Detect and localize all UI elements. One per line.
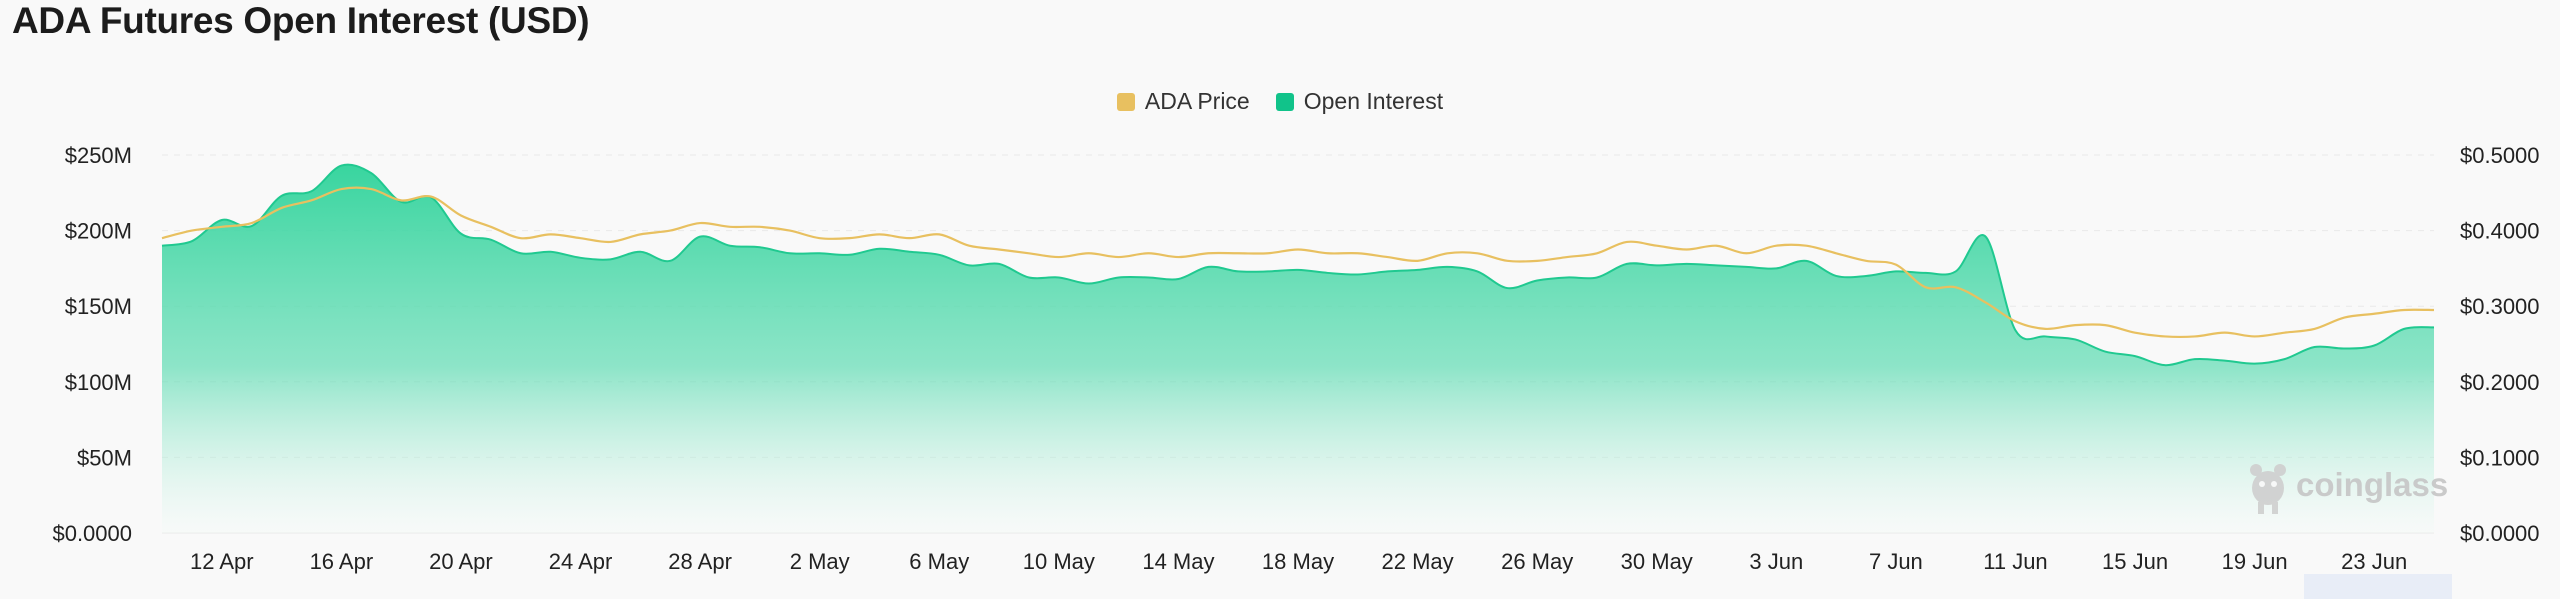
x-tick-label: 20 Apr — [429, 549, 493, 574]
x-tick-label: 18 May — [1262, 549, 1334, 574]
x-tick-label: 19 Jun — [2222, 549, 2288, 574]
y-right-tick-label: $0.1000 — [2460, 445, 2540, 470]
legend-item-open-interest[interactable]: Open Interest — [1275, 88, 1444, 115]
x-tick-label: 7 Jun — [1869, 549, 1923, 574]
chart-legend: ADA Price Open Interest — [0, 88, 2560, 115]
x-tick-label: 28 Apr — [668, 549, 732, 574]
watermark: coinglass — [2250, 464, 2448, 514]
x-tick-label: 6 May — [909, 549, 969, 574]
x-tick-label: 16 Apr — [310, 549, 374, 574]
x-tick-label: 15 Jun — [2102, 549, 2168, 574]
zoom-slider-handle[interactable] — [2304, 574, 2452, 599]
x-tick-label: 30 May — [1621, 549, 1693, 574]
coinglass-logo-icon — [2250, 464, 2286, 514]
legend-swatch-ada-price — [1116, 92, 1135, 111]
x-axis: 12 Apr 16 Apr 20 Apr 24 Apr 28 Apr 2 May 6 May… — [190, 549, 2407, 574]
x-tick-label: 14 May — [1142, 549, 1214, 574]
y-left-tick-label: $250M — [65, 143, 132, 168]
y-right-tick-label: $0.4000 — [2460, 219, 2540, 244]
y-left-tick-label: $200M — [65, 219, 132, 244]
x-tick-label: 11 Jun — [1983, 549, 2047, 574]
open-interest-area — [162, 164, 2434, 533]
legend-swatch-open-interest — [1275, 92, 1294, 111]
y-left-tick-label: $150M — [65, 294, 132, 319]
watermark-text: coinglass — [2296, 466, 2448, 503]
y-left-tick-label: $50M — [77, 445, 132, 470]
legend-label-ada-price: ADA Price — [1144, 88, 1250, 114]
y-right-tick-label: $0.5000 — [2460, 143, 2540, 168]
page-title: ADA Futures Open Interest (USD) — [12, 0, 590, 41]
x-tick-label: 10 May — [1023, 549, 1095, 574]
x-tick-label: 12 Apr — [190, 549, 254, 574]
x-tick-label: 3 Jun — [1749, 549, 1803, 574]
y-left-tick-label: $100M — [65, 370, 132, 395]
x-tick-label: 2 May — [790, 549, 850, 574]
y-right-tick-label: $0.0000 — [2460, 521, 2540, 546]
ada-price-line — [161, 186, 2435, 339]
y-axis-left: $0.0000 $50M $100M $150M $200M $250M — [52, 143, 132, 546]
y-axis-right: $0.0000 $0.1000 $0.2000 $0.3000 $0.4000 $0.50… — [2460, 143, 2540, 546]
x-tick-label: 24 Apr — [549, 549, 613, 574]
x-tick-label: 23 Jun — [2341, 549, 2407, 574]
plot-area[interactable] — [161, 163, 2435, 533]
x-tick-label: 22 May — [1382, 549, 1454, 574]
legend-item-ada-price[interactable]: ADA Price — [1116, 88, 1250, 115]
y-right-tick-label: $0.2000 — [2460, 370, 2540, 395]
y-left-tick-label: $0.0000 — [52, 521, 132, 546]
legend-label-open-interest: Open Interest — [1303, 88, 1444, 114]
y-right-tick-label: $0.3000 — [2460, 294, 2540, 319]
open-interest-line — [161, 163, 2435, 367]
x-tick-label: 26 May — [1501, 549, 1573, 574]
